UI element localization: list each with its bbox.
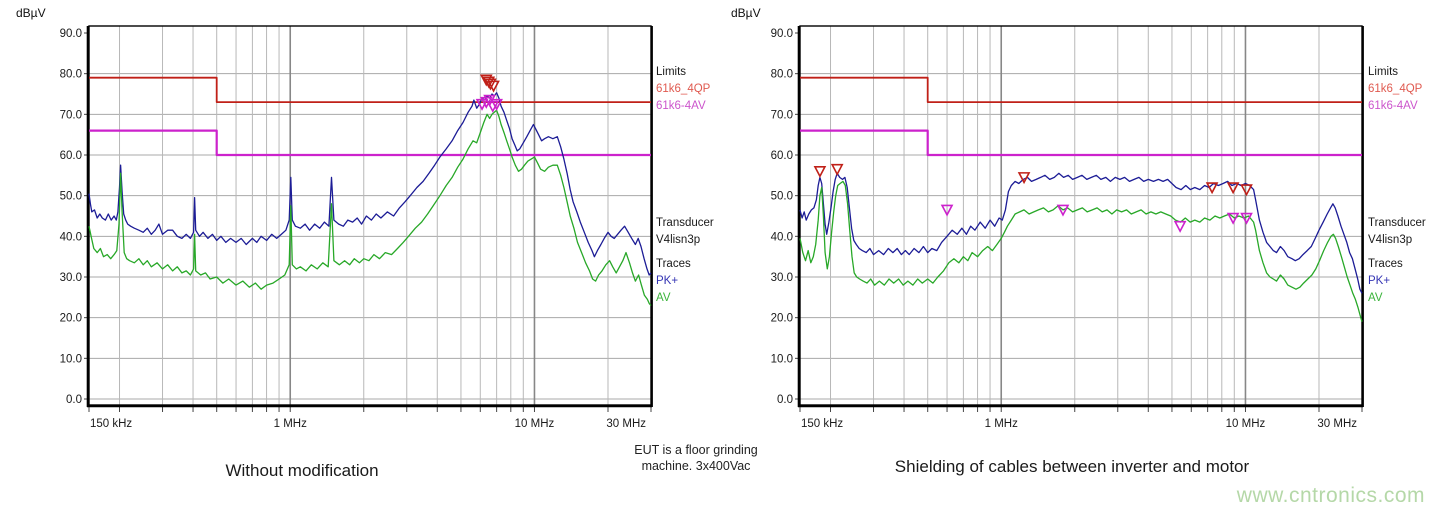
svg-text:20.0: 20.0 [60, 313, 82, 325]
legend-pk-trace-label: PK+ [1368, 275, 1391, 287]
svg-text:70.0: 70.0 [60, 109, 82, 121]
svg-text:0.0: 0.0 [66, 394, 82, 406]
legend-limits-title: Limits [656, 66, 687, 78]
svg-text:30 MHz: 30 MHz [606, 418, 646, 430]
eut-note-line1: EUT is a floor grinding [634, 443, 758, 457]
svg-text:1 MHz: 1 MHz [985, 418, 1018, 430]
svg-text:0.0: 0.0 [777, 394, 793, 406]
y-axis-unit-left: dBµV [16, 6, 46, 20]
svg-text:20.0: 20.0 [771, 313, 793, 325]
svg-text:150 kHz: 150 kHz [90, 418, 132, 430]
svg-text:10.0: 10.0 [771, 353, 793, 365]
svg-text:150 kHz: 150 kHz [801, 418, 843, 430]
y-axis-unit-right: dBµV [731, 6, 761, 20]
eut-note-line2: machine. 3x400Vac [641, 459, 751, 473]
legend-transducer-value: V4lisn3p [1368, 234, 1413, 246]
legend-left: Limits 61k6_4QP 61k6-4AV Transducer V4li… [656, 64, 728, 307]
svg-text:10.0: 10.0 [60, 353, 82, 365]
svg-text:80.0: 80.0 [60, 69, 82, 81]
eut-note: EUT is a floor grinding machine. 3x400Va… [612, 442, 780, 474]
legend-qp-limit-label: 61k6_4QP [656, 83, 711, 95]
legend-transducer-title: Transducer [1368, 217, 1426, 229]
svg-text:90.0: 90.0 [60, 28, 82, 40]
svg-text:80.0: 80.0 [771, 69, 793, 81]
legend-limits-title: Limits [1368, 66, 1399, 78]
legend-qp-limit-label: 61k6_4QP [1368, 83, 1423, 95]
legend-traces-title: Traces [656, 258, 691, 270]
svg-text:50.0: 50.0 [771, 191, 793, 203]
legend-right: Limits 61k6_4QP 61k6-4AV Transducer V4li… [1368, 64, 1430, 307]
left-chart-title: Without modification [225, 461, 379, 480]
watermark-text: www.cntronics.com [1236, 484, 1425, 507]
svg-text:30.0: 30.0 [60, 272, 82, 284]
svg-text:60.0: 60.0 [60, 150, 82, 162]
svg-text:50.0: 50.0 [60, 191, 82, 203]
legend-traces-title: Traces [1368, 258, 1403, 270]
svg-text:10 MHz: 10 MHz [515, 418, 555, 430]
legend-pk-trace-label: PK+ [656, 275, 679, 287]
svg-text:40.0: 40.0 [60, 231, 82, 243]
right-chart-title: Shielding of cables between inverter and… [894, 457, 1250, 476]
svg-text:40.0: 40.0 [771, 231, 793, 243]
legend-transducer-title: Transducer [656, 217, 714, 229]
legend-av-limit-label: 61k6-4AV [656, 100, 706, 112]
svg-text:30.0: 30.0 [771, 272, 793, 284]
svg-text:30 MHz: 30 MHz [1317, 418, 1357, 430]
legend-transducer-value: V4lisn3p [656, 234, 701, 246]
svg-text:90.0: 90.0 [771, 28, 793, 40]
legend-av-trace-label: AV [1368, 292, 1383, 304]
legend-av-trace-label: AV [656, 292, 671, 304]
legend-av-limit-label: 61k6-4AV [1368, 100, 1418, 112]
svg-text:70.0: 70.0 [771, 109, 793, 121]
svg-text:60.0: 60.0 [771, 150, 793, 162]
svg-text:1 MHz: 1 MHz [274, 418, 307, 430]
svg-text:10 MHz: 10 MHz [1226, 418, 1266, 430]
